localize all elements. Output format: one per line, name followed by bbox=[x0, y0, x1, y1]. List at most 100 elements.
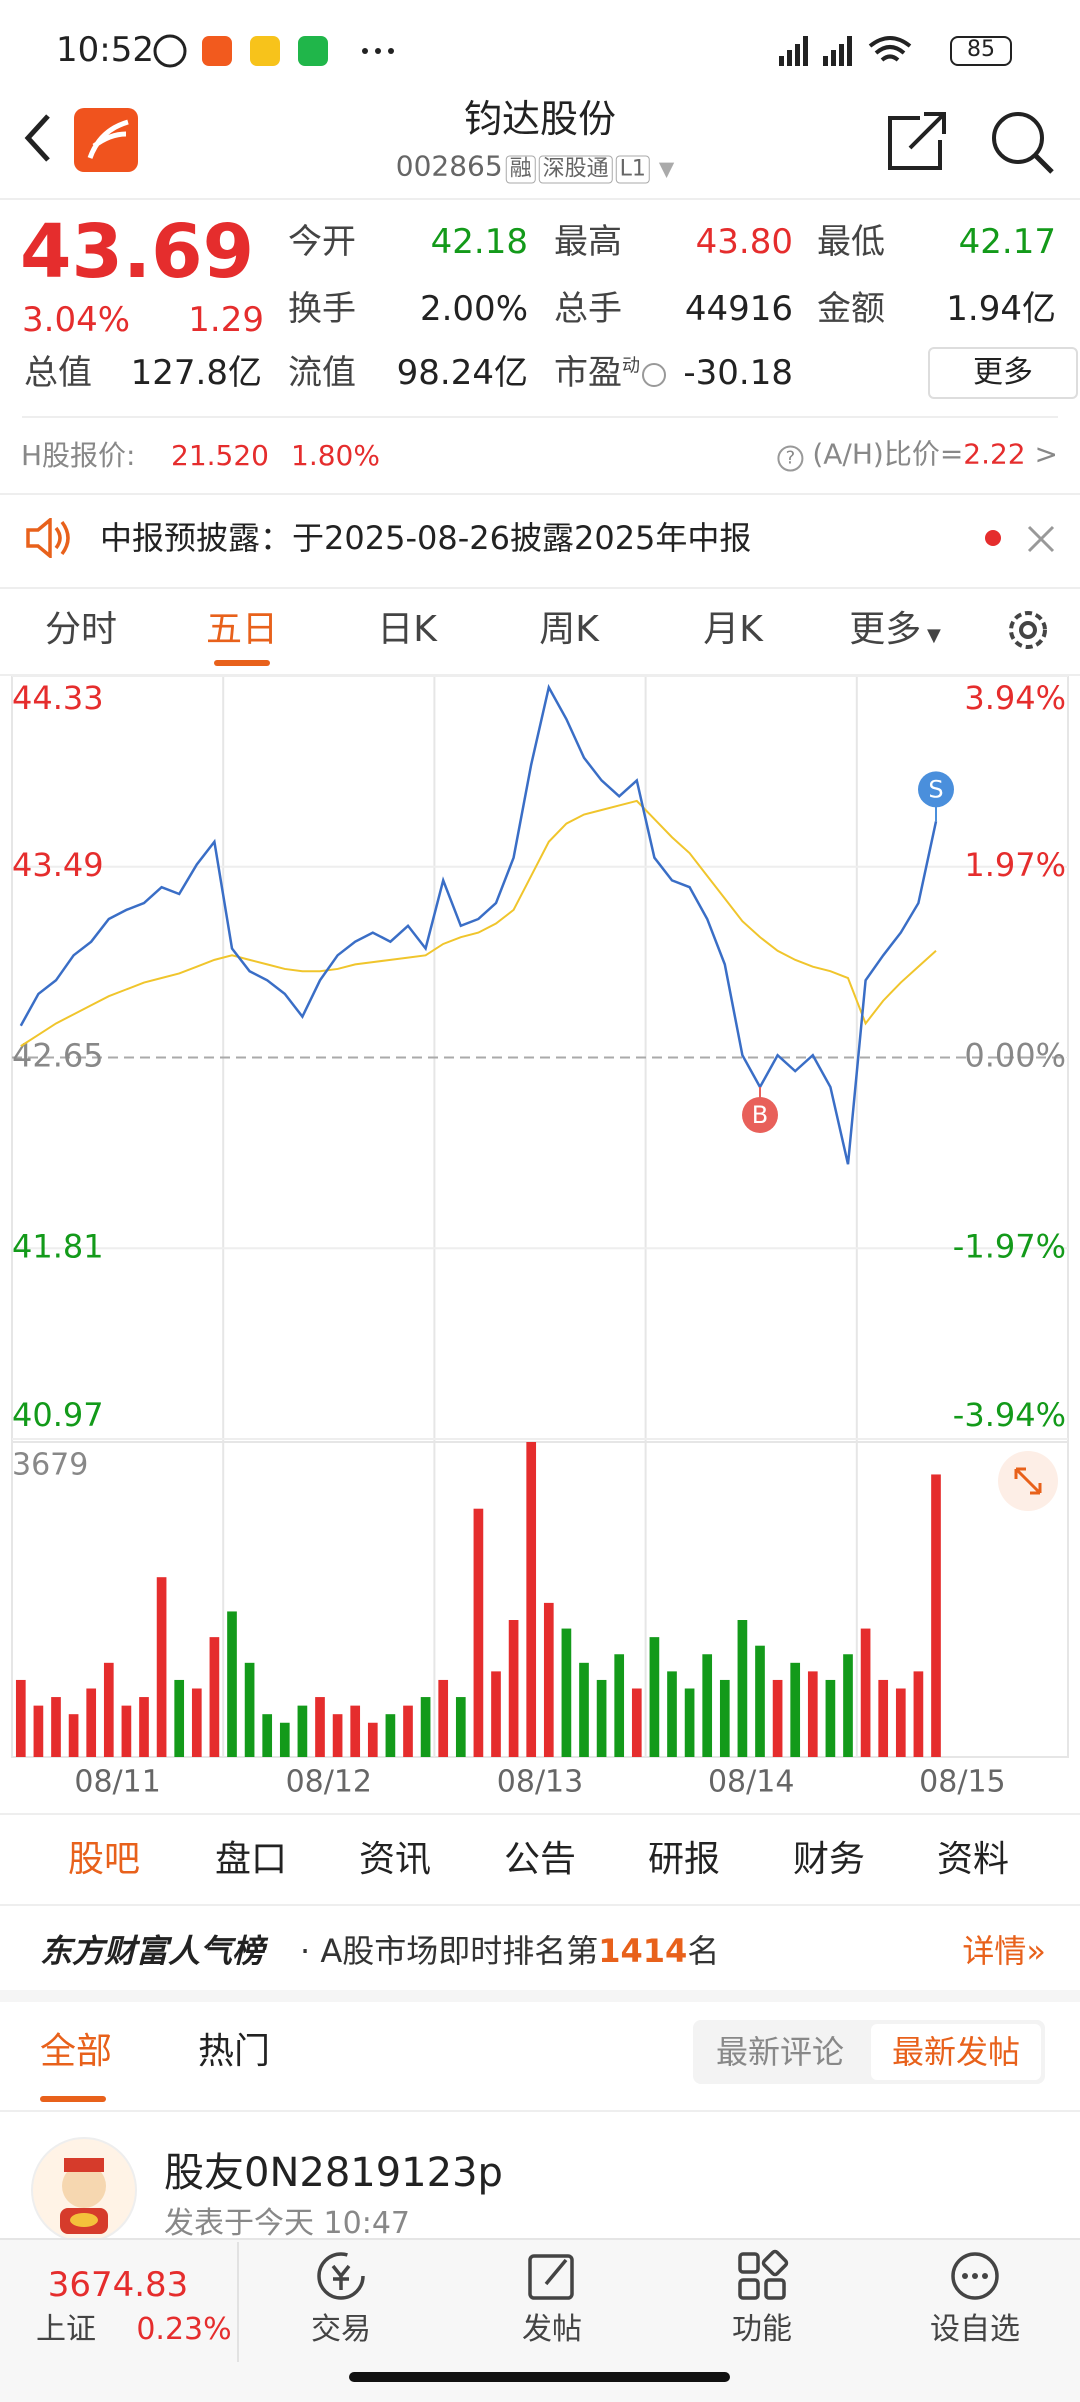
period-tab[interactable]: 月K bbox=[703, 609, 763, 650]
volume-bar bbox=[702, 1654, 713, 1757]
search[interactable] bbox=[992, 112, 1044, 164]
volume-bar bbox=[244, 1662, 255, 1757]
volume-bar bbox=[878, 1679, 889, 1757]
volume-bar bbox=[350, 1705, 361, 1757]
volume-bar bbox=[33, 1705, 44, 1757]
divider bbox=[22, 416, 1058, 418]
volume-bar bbox=[455, 1697, 466, 1757]
price-line bbox=[19, 683, 938, 1165]
volume-bar bbox=[227, 1611, 237, 1757]
volume-bar bbox=[103, 1662, 114, 1757]
volume-bar bbox=[332, 1714, 343, 1757]
action[interactable]: 功能 bbox=[732, 2312, 792, 2347]
volume-bar bbox=[403, 1705, 413, 1757]
volume-bar bbox=[279, 1722, 290, 1757]
index-value[interactable]: 3674.83 bbox=[47, 2265, 189, 2305]
gap bbox=[0, 1990, 1080, 2002]
period-tab[interactable]: 分时 bbox=[44, 609, 118, 650]
ranking-unit: 名 bbox=[687, 1932, 720, 1970]
ranking-brand: 东方财富人气榜 bbox=[40, 1932, 265, 1970]
section-tab[interactable]: 研报 bbox=[647, 1839, 721, 1880]
index-pct: 0.23% bbox=[136, 2312, 232, 2347]
field-value: 42.18 bbox=[430, 222, 528, 262]
section-tab[interactable]: 财务 bbox=[792, 1839, 866, 1880]
volume-bar bbox=[579, 1662, 589, 1757]
more-button[interactable] bbox=[928, 347, 1078, 399]
x-tick-label: 08/12 bbox=[286, 1765, 372, 1800]
field-value: 43.80 bbox=[695, 222, 793, 262]
volume-bar bbox=[913, 1671, 924, 1757]
volume-bar bbox=[631, 1688, 642, 1757]
y2-tick-label: 0.00% bbox=[964, 1037, 1066, 1075]
bottom-icons bbox=[317, 2249, 999, 2300]
back[interactable] bbox=[24, 114, 50, 162]
notice: 中报预披露：于2025-08-26披露2025年中报 bbox=[100, 519, 752, 557]
more-label[interactable]: 更多 bbox=[973, 355, 1033, 390]
volume-bar bbox=[174, 1679, 185, 1757]
ranking-label: · A股市场即时排名第 bbox=[300, 1932, 599, 1970]
section-tab-active[interactable]: 股吧 bbox=[67, 1839, 141, 1880]
section-tab[interactable]: 资料 bbox=[936, 1839, 1010, 1880]
action[interactable]: 发帖 bbox=[522, 2312, 582, 2347]
x-tick-label: 08/14 bbox=[708, 1765, 794, 1800]
header-left-icons bbox=[24, 108, 138, 172]
period-tab[interactable]: 更多 ▼ bbox=[849, 609, 941, 650]
volume-bar bbox=[667, 1671, 677, 1757]
ranking-text: · A股市场即时排名第1414名 bbox=[300, 1935, 719, 1967]
volume-bar bbox=[491, 1671, 501, 1757]
info-icon[interactable] bbox=[642, 362, 666, 387]
sort-option-active[interactable]: 最新发帖 bbox=[891, 2033, 1021, 2071]
ranking-detail[interactable]: 详情» bbox=[962, 1932, 1046, 1970]
ah-ratio[interactable]: ? (A/H)比价=2.22 > bbox=[777, 440, 1058, 472]
x-tick-label: 08/15 bbox=[919, 1765, 1005, 1800]
stock-code: 002865 bbox=[395, 149, 503, 183]
period-tab-active[interactable]: 五日 bbox=[205, 609, 279, 650]
field-label: 最低 bbox=[817, 222, 885, 262]
field-label: 总值 bbox=[24, 353, 92, 393]
sort-option[interactable]: 最新评论 bbox=[715, 2033, 845, 2071]
volume-bar bbox=[684, 1688, 695, 1757]
close[interactable] bbox=[1026, 524, 1056, 554]
volume-bar bbox=[68, 1714, 79, 1757]
tag: 深股通 bbox=[538, 155, 613, 184]
post-time: 发表于今天 10:47 bbox=[164, 2206, 410, 2241]
volume-bar bbox=[737, 1620, 748, 1757]
volume-bar bbox=[86, 1688, 97, 1757]
speaker bbox=[26, 518, 70, 558]
hk-price: 21.520 bbox=[171, 439, 269, 472]
y-tick-label: 41.81 bbox=[12, 1227, 104, 1265]
volume-bar bbox=[156, 1577, 167, 1757]
volume-bar bbox=[385, 1714, 396, 1757]
filter[interactable]: 热门 bbox=[198, 2031, 271, 2072]
action[interactable]: 设自选 bbox=[930, 2312, 1020, 2347]
share[interactable] bbox=[888, 112, 946, 170]
period-tab[interactable]: 周K bbox=[539, 609, 599, 650]
y2-tick-label: -3.94% bbox=[953, 1396, 1066, 1434]
bar-separator bbox=[237, 2242, 239, 2362]
field-label: 市盈动 bbox=[554, 356, 666, 390]
home-indicator bbox=[349, 2372, 730, 2382]
period-tab[interactable]: 日K bbox=[377, 609, 437, 650]
section-tab[interactable]: 公告 bbox=[503, 1839, 577, 1880]
action[interactable]: 交易 bbox=[311, 2312, 371, 2347]
hk-pct: 1.80% bbox=[291, 439, 380, 472]
volume-bar bbox=[807, 1671, 818, 1757]
field-value: -30.18 bbox=[683, 353, 793, 393]
y2-tick-label: 1.97% bbox=[964, 846, 1066, 884]
divider bbox=[0, 1904, 1080, 1906]
volume-bar bbox=[209, 1637, 220, 1757]
x-tick-label: 08/11 bbox=[74, 1765, 160, 1800]
volume-bar bbox=[790, 1662, 801, 1757]
settings[interactable] bbox=[1004, 606, 1052, 654]
avatar[interactable] bbox=[30, 2136, 138, 2244]
filter-active[interactable]: 全部 bbox=[40, 2031, 113, 2072]
battery bbox=[950, 36, 1012, 66]
sort-active-bg bbox=[871, 2024, 1041, 2080]
post-user[interactable]: 股友0N2819123p bbox=[164, 2150, 503, 2196]
notice-bar[interactable] bbox=[0, 493, 1080, 589]
section-tab[interactable]: 盘口 bbox=[214, 1839, 288, 1880]
divider bbox=[0, 198, 1080, 200]
section-tab[interactable]: 资讯 bbox=[358, 1839, 432, 1880]
volume-bar bbox=[121, 1705, 132, 1757]
